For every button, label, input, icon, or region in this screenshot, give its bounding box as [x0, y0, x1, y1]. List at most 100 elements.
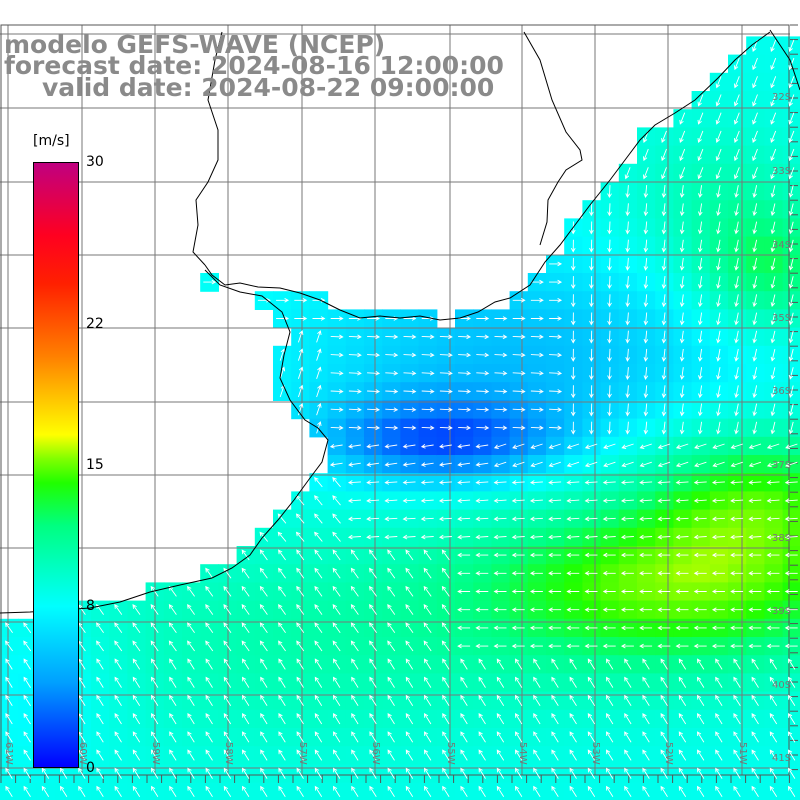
wind-arrow: [385, 425, 399, 431]
wind-arrow: [733, 167, 740, 180]
wind-cell: [254, 782, 274, 800]
wind-cell: [728, 782, 747, 800]
wind-arrow: [438, 516, 452, 522]
wind-arrow: [23, 767, 31, 779]
wind-arrow: [566, 443, 580, 449]
wind-arrow: [348, 370, 362, 376]
wind-arrow: [602, 607, 616, 612]
wind-arrow: [679, 130, 686, 143]
wind-arrow: [587, 785, 596, 798]
wind-arrow: [730, 516, 744, 522]
wind-arrow: [639, 480, 653, 485]
wind-arrow: [511, 589, 525, 594]
wind-arrow: [151, 676, 159, 688]
wind-arrow: [96, 713, 104, 725]
wind-arrow: [314, 640, 323, 652]
wind-arrow: [769, 658, 778, 670]
wind-arrow: [351, 785, 359, 798]
wind-arrow: [314, 731, 323, 743]
wind-arrow: [277, 531, 287, 542]
wind-arrow: [730, 480, 744, 485]
wind-arrow: [788, 403, 794, 417]
wind-arrow: [642, 694, 650, 707]
wind-cell: [509, 782, 529, 800]
wind-arrow: [697, 276, 703, 289]
wind-arrow: [624, 749, 632, 761]
wind-arrow: [496, 749, 505, 761]
wind-arrow: [625, 294, 630, 308]
wind-arrow: [784, 498, 798, 504]
wind-arrow: [643, 403, 649, 417]
wind-arrow: [150, 640, 159, 652]
wind-arrow: [693, 571, 707, 576]
wind-arrow: [529, 607, 543, 612]
wind-arrow: [478, 767, 486, 779]
wind-arrow: [512, 407, 526, 412]
wind-arrow: [566, 480, 580, 485]
wind-arrow: [151, 785, 159, 798]
wind-arrow: [675, 643, 689, 649]
wind-arrow: [5, 785, 13, 798]
wind-arrow: [712, 443, 725, 449]
wind-arrow: [223, 585, 232, 597]
wind-arrow: [584, 443, 598, 449]
wind-arrow: [697, 403, 703, 417]
wind-arrow: [607, 185, 612, 199]
wind-arrow: [114, 676, 122, 688]
wind-arrow: [607, 348, 612, 362]
wind-arrow: [788, 294, 794, 308]
wind-arrow: [493, 643, 507, 649]
wind-arrow: [730, 571, 744, 576]
wind-arrow: [168, 585, 177, 597]
wind-arrow: [78, 785, 86, 798]
wind-cell: [0, 782, 19, 800]
wind-arrow: [752, 257, 758, 271]
wind-arrow: [639, 571, 653, 576]
wind-arrow: [751, 785, 759, 798]
wind-arrow: [493, 516, 507, 522]
wind-arrow: [697, 385, 703, 399]
wind-arrow: [132, 749, 141, 761]
wind-arrow: [679, 148, 686, 162]
wind-arrow: [788, 167, 795, 180]
wind-arrow: [384, 480, 398, 485]
wind-arrow: [478, 658, 486, 670]
wind-arrow: [387, 749, 395, 761]
wind-arrow: [405, 676, 414, 688]
wind-cell: [145, 782, 165, 800]
wind-arrow: [678, 658, 687, 670]
longitude-label: 57W: [297, 742, 308, 765]
wind-arrow: [752, 148, 758, 162]
wind-arrow: [457, 534, 471, 540]
wind-arrow: [278, 785, 286, 798]
wind-arrow: [330, 334, 344, 340]
wind-arrow: [784, 516, 798, 522]
wind-arrow: [770, 312, 776, 326]
wind-arrow: [366, 534, 380, 540]
wind-arrow: [697, 731, 705, 743]
wind-arrow: [770, 112, 777, 125]
wind-arrow: [512, 352, 526, 358]
wind-arrow: [78, 767, 86, 779]
wind-arrow: [405, 585, 414, 597]
wind-arrow: [607, 203, 612, 217]
wind-arrow: [330, 370, 344, 376]
wind-arrow: [512, 389, 526, 394]
wind-arrow: [715, 94, 722, 107]
wind-arrow: [496, 731, 505, 743]
wind-arrow: [530, 407, 544, 412]
wind-arrow: [569, 785, 577, 798]
wind-arrow: [205, 676, 213, 688]
wind-arrow: [278, 749, 286, 761]
wind-arrow: [278, 640, 286, 652]
wind-arrow: [711, 589, 725, 594]
wind-arrow: [316, 402, 322, 416]
wind-arrow: [769, 694, 778, 707]
wind-arrow: [549, 407, 563, 412]
wind-cell: [163, 782, 183, 800]
wind-arrow: [589, 367, 594, 381]
wind-arrow: [697, 676, 705, 688]
wind-arrow: [205, 604, 214, 615]
wind-arrow: [751, 767, 759, 779]
colorbar-tick-label: 30: [86, 154, 104, 170]
